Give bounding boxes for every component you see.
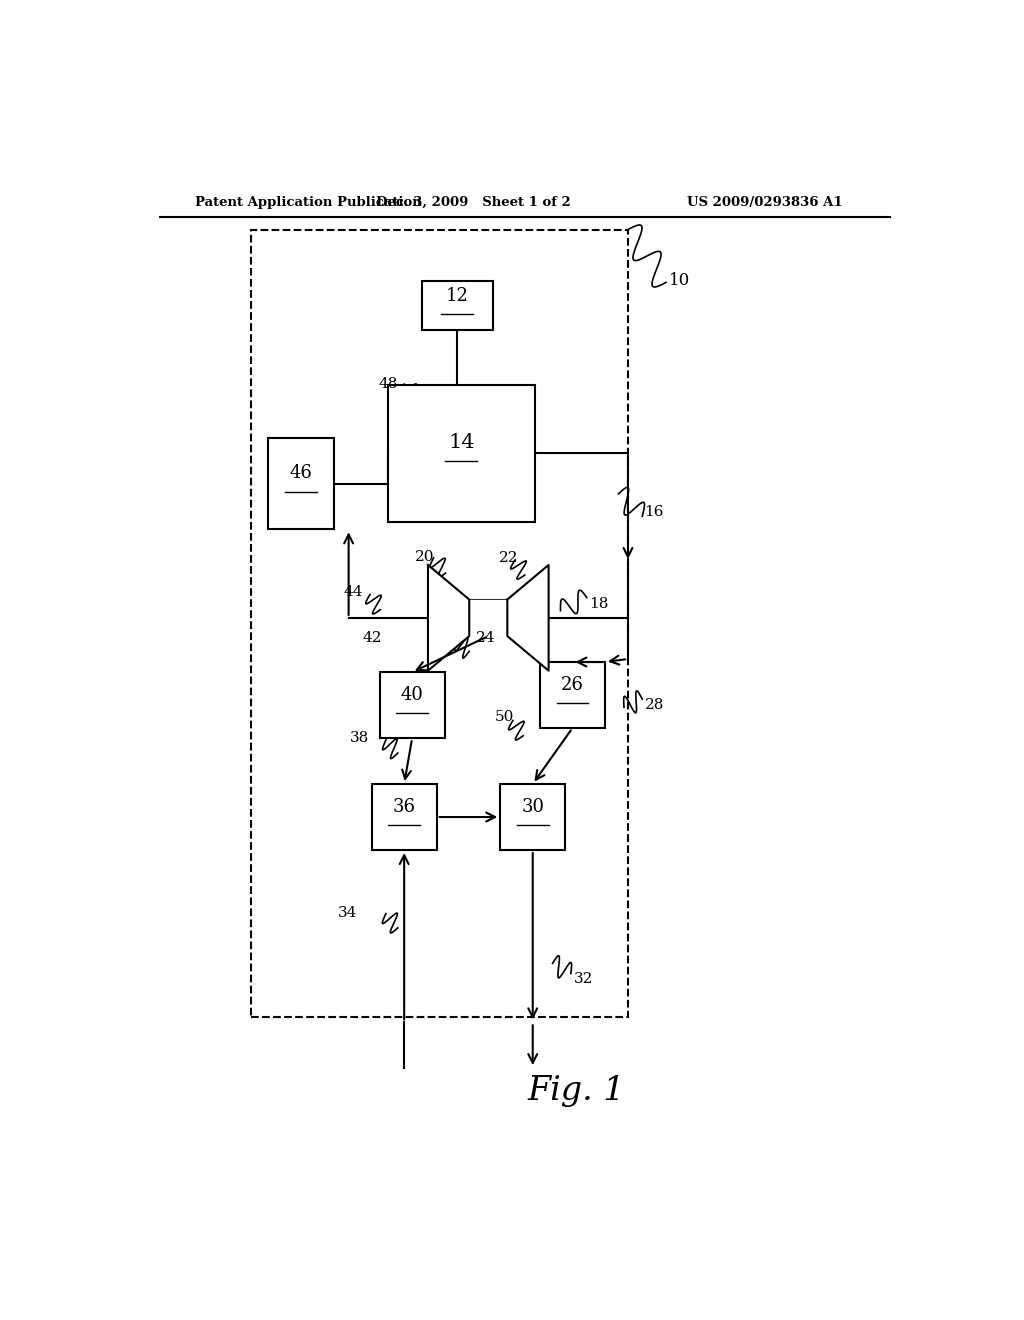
Bar <box>372 784 436 850</box>
Text: 36: 36 <box>392 797 416 816</box>
Text: 20: 20 <box>416 550 435 564</box>
Polygon shape <box>507 565 549 671</box>
Text: 50: 50 <box>495 710 514 725</box>
Bar <box>268 438 334 529</box>
Text: 16: 16 <box>644 506 664 519</box>
Text: 46: 46 <box>290 465 312 483</box>
Text: 44: 44 <box>344 585 364 599</box>
Text: 40: 40 <box>400 686 424 704</box>
Text: 38: 38 <box>350 731 370 744</box>
Text: 42: 42 <box>362 631 382 645</box>
Polygon shape <box>428 565 469 671</box>
Text: 24: 24 <box>475 631 495 645</box>
Text: 48: 48 <box>379 378 398 391</box>
Bar <box>251 230 628 1018</box>
Bar <box>380 672 444 738</box>
Text: 34: 34 <box>338 906 357 920</box>
Text: 32: 32 <box>574 972 593 986</box>
Text: 14: 14 <box>447 433 475 453</box>
Bar <box>422 281 494 330</box>
Text: US 2009/0293836 A1: US 2009/0293836 A1 <box>687 195 842 209</box>
Text: 28: 28 <box>645 698 664 713</box>
Text: 10: 10 <box>670 272 690 289</box>
Polygon shape <box>469 599 507 636</box>
Text: Patent Application Publication: Patent Application Publication <box>196 195 422 209</box>
Bar <box>540 663 605 729</box>
Text: 30: 30 <box>521 797 544 816</box>
Text: 18: 18 <box>589 597 608 611</box>
Bar <box>388 384 535 521</box>
Bar <box>500 784 565 850</box>
Text: Fig. 1: Fig. 1 <box>527 1076 626 1107</box>
Text: 22: 22 <box>499 550 518 565</box>
Text: 26: 26 <box>561 676 584 694</box>
Text: Dec. 3, 2009   Sheet 1 of 2: Dec. 3, 2009 Sheet 1 of 2 <box>376 195 570 209</box>
Text: 12: 12 <box>445 286 469 305</box>
